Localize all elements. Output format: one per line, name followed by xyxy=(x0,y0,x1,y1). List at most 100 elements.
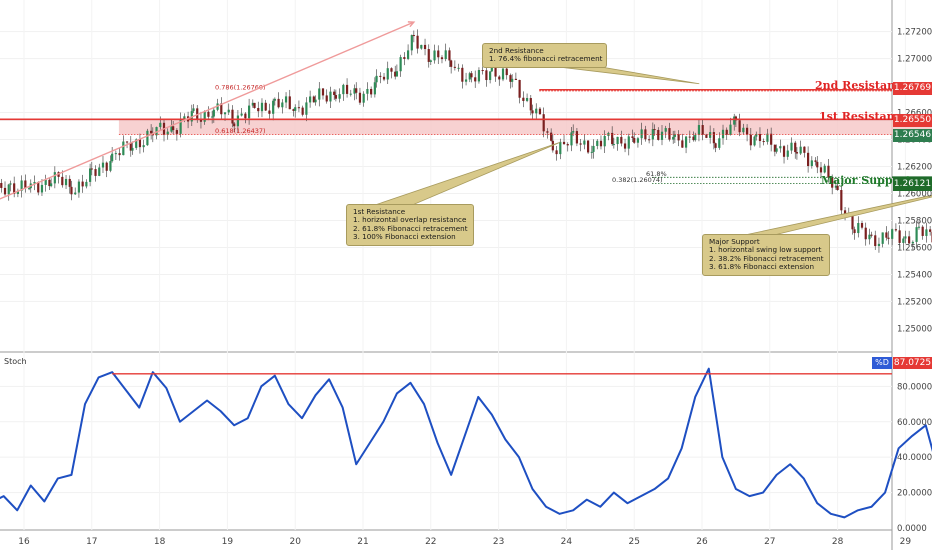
candle-body xyxy=(538,108,542,115)
candle-body xyxy=(406,50,410,59)
candle-body xyxy=(915,227,918,242)
candle-body xyxy=(231,109,234,124)
stoch-title: Stoch xyxy=(4,357,27,366)
candle-body xyxy=(272,100,275,114)
candle-body xyxy=(146,130,149,146)
candle-body xyxy=(627,136,630,149)
candle-body xyxy=(898,230,901,243)
candle-body xyxy=(20,180,23,191)
candle-body xyxy=(819,167,823,173)
candle-body xyxy=(864,227,867,240)
candle-body xyxy=(338,94,341,99)
candle-body xyxy=(277,98,280,108)
note-line: 2. 61.8% Fibonacci retracement xyxy=(353,223,468,233)
candle-body xyxy=(894,229,898,231)
candle-body xyxy=(586,140,590,153)
price-tick-label: 1.25200 xyxy=(897,297,932,307)
candle-body xyxy=(531,110,534,114)
candle-body xyxy=(705,134,708,138)
candle-body xyxy=(122,141,125,156)
candle-body xyxy=(681,140,684,148)
candle-body xyxy=(33,181,36,184)
candle-body xyxy=(27,188,31,190)
candle-body xyxy=(345,84,349,94)
candle-body xyxy=(382,76,386,80)
price-tick-label: 1.25400 xyxy=(897,270,932,280)
candle-body xyxy=(885,232,888,238)
candle-body xyxy=(904,236,907,239)
candle-body xyxy=(651,129,654,140)
candle-body xyxy=(694,134,697,141)
candle-body xyxy=(349,93,352,95)
candle-body xyxy=(550,132,553,141)
time-tick-label: 23 xyxy=(493,537,504,547)
candle-body xyxy=(891,229,894,239)
candle-body xyxy=(223,112,227,115)
candle-body xyxy=(386,68,389,80)
candle-body xyxy=(583,140,586,145)
candle-body xyxy=(790,142,793,151)
candle-body xyxy=(857,223,860,234)
candle-body xyxy=(611,132,614,145)
stoch-tick-label: 80.0000 xyxy=(897,382,932,392)
candle-body xyxy=(908,236,911,244)
candle-body xyxy=(758,133,762,142)
candle-body xyxy=(150,130,153,134)
candle-body xyxy=(660,131,664,140)
candle-body xyxy=(114,153,117,155)
candle-body xyxy=(457,67,460,69)
candle-body xyxy=(334,95,337,99)
candle-body xyxy=(440,57,444,60)
candle-body xyxy=(766,133,769,142)
candle-body xyxy=(342,84,345,95)
candle-body xyxy=(0,182,3,188)
candle-body xyxy=(902,238,905,243)
candle-body xyxy=(227,109,230,113)
second-resistance-label: 2nd Resistance xyxy=(815,79,909,92)
candle-body xyxy=(714,143,717,148)
note-line: 1. horizontal swing low support xyxy=(709,245,822,255)
stoch-tick-label: 20.0000 xyxy=(897,489,932,499)
note-pointer xyxy=(371,141,561,207)
candle-body xyxy=(612,144,615,146)
time-tick-label: 28 xyxy=(832,537,844,547)
candle-body xyxy=(394,71,397,77)
candle-body xyxy=(853,229,856,234)
stoch-value-tag: 87.0725 xyxy=(893,357,932,369)
candle-body xyxy=(192,108,195,112)
candle-body xyxy=(734,116,737,121)
candle-body xyxy=(590,151,593,153)
candle-body xyxy=(762,141,765,143)
candle-body xyxy=(314,99,317,103)
candle-body xyxy=(623,143,627,149)
zones-layer xyxy=(0,119,932,135)
candle-body xyxy=(244,113,247,119)
candle-body xyxy=(470,73,473,78)
candle-body xyxy=(85,181,88,187)
candle-body xyxy=(925,229,928,236)
candle-body xyxy=(251,102,254,106)
candle-body xyxy=(77,181,81,193)
candle-body xyxy=(118,153,121,156)
candle-body xyxy=(592,145,595,152)
stoch-tick-label: 0.0000 xyxy=(897,524,927,534)
candle-body xyxy=(782,146,786,157)
candle-body xyxy=(603,135,606,147)
candle-body xyxy=(268,110,271,114)
candle-body xyxy=(481,70,484,72)
candle-body xyxy=(399,57,402,72)
candle-body xyxy=(803,146,806,153)
stoch-d-line xyxy=(0,367,932,519)
price-tick-label: 1.26000 xyxy=(897,189,932,199)
ticks-layer: 1.272001.270001.266001.264001.262001.260… xyxy=(18,28,932,547)
candle-body xyxy=(288,96,291,110)
price-tick-label: 1.26600 xyxy=(897,109,932,119)
axes-layer xyxy=(0,0,893,550)
candle-body xyxy=(312,96,315,103)
price-tick-label: 1.25600 xyxy=(897,243,932,253)
candle-body xyxy=(429,60,432,62)
major-support-note: Major Support 1. horizontal swing low su… xyxy=(702,234,830,276)
candle-body xyxy=(474,77,477,82)
candle-body xyxy=(155,127,158,136)
candle-body xyxy=(412,35,415,37)
